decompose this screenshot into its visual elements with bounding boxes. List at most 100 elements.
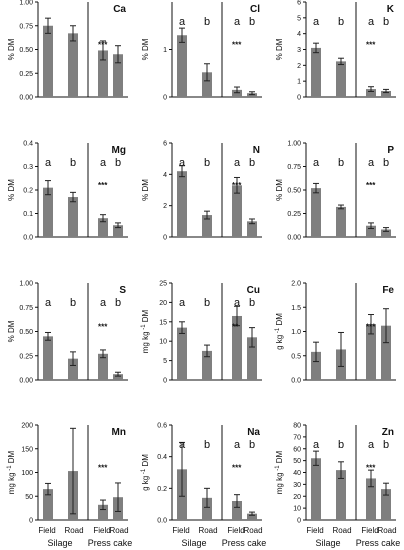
significance-letter: a [368, 157, 375, 169]
panel-title: Fe [382, 285, 394, 296]
significance-letter: a [313, 16, 320, 28]
y-tick-label: 2 [297, 63, 301, 70]
y-tick-label: 4 [163, 172, 167, 179]
significance-letter: b [338, 16, 344, 28]
significance-letter: b [204, 16, 210, 28]
x-group-label: Press cake [356, 538, 401, 548]
y-axis-label: % DM [7, 38, 16, 60]
panel-title: Zn [382, 427, 394, 438]
y-tick-label: 80 [293, 423, 301, 430]
y-axis-label: % DM [7, 320, 16, 342]
x-group-label: Silage [181, 538, 206, 548]
bar [247, 221, 257, 237]
significance-letter: b [383, 439, 389, 451]
bar [98, 218, 108, 237]
bar [202, 215, 212, 237]
x-category-label: Field [306, 526, 323, 535]
bar [366, 478, 376, 520]
bar [247, 337, 257, 380]
y-tick-label: 0 [163, 95, 167, 102]
bar [202, 350, 212, 380]
y-tick-label: 6 [297, 0, 301, 7]
y-tick-label: 0 [163, 235, 167, 242]
bar [43, 336, 53, 380]
bar [68, 197, 78, 237]
y-tick-label: 15 [159, 319, 167, 326]
y-axis-label: g kg -1 DM [141, 454, 150, 491]
significance-stars: *** [232, 181, 242, 190]
y-axis-label: mg kg -1 DM [7, 450, 16, 494]
panel-title: Mn [112, 427, 126, 438]
y-tick-label: 0.5 [291, 353, 301, 360]
y-axis-label: % DM [275, 38, 284, 60]
y-tick-label: 200 [21, 423, 33, 430]
panel-title: Cu [247, 285, 260, 296]
x-group-label: Press cake [88, 538, 133, 548]
y-tick-label: 0 [29, 518, 33, 525]
x-category-label: Field [38, 526, 55, 535]
significance-letter: a [179, 297, 186, 309]
significance-letter: a [368, 16, 375, 28]
y-tick-label: 0 [297, 518, 301, 525]
y-tick-label: 0.0 [23, 235, 33, 242]
y-tick-label: 30 [293, 482, 301, 489]
bar [43, 25, 53, 97]
y-tick-label: 0.2 [23, 188, 33, 195]
significance-letter: b [249, 297, 255, 309]
y-tick-label: 0.0 [291, 378, 301, 385]
significance-letter: a [179, 439, 186, 451]
x-group-label: Press cake [222, 538, 267, 548]
bar [177, 35, 187, 97]
x-category-label: Field [172, 526, 189, 535]
significance-stars: *** [232, 41, 242, 50]
bar [98, 353, 108, 380]
panel-title: Cl [250, 4, 260, 15]
significance-letter: a [368, 439, 375, 451]
significance-stars: *** [366, 181, 376, 190]
panel-title: Na [247, 427, 260, 438]
y-tick-label: 0 [163, 378, 167, 385]
bar [68, 33, 78, 97]
y-tick-label: 70 [293, 434, 301, 441]
y-tick-label: 0 [297, 95, 301, 102]
panel-title: P [387, 145, 394, 156]
bar [68, 358, 78, 380]
x-group-label: Silage [315, 538, 340, 548]
y-tick-label: 10 [293, 506, 301, 513]
y-tick-label: 10 [159, 339, 167, 346]
y-tick-label: 100 [21, 470, 33, 477]
y-tick-label: 0.1 [23, 211, 33, 218]
y-tick-label: 0.0 [157, 518, 167, 525]
significance-letter: b [70, 157, 76, 169]
bar [177, 327, 187, 380]
significance-letter: b [70, 297, 76, 309]
y-tick-label: 0.50 [287, 188, 301, 195]
panel-fe: 0.0 0.5 1.0 1.5 2.0 *** Fe g kg -1 DM [275, 281, 396, 385]
bar [311, 458, 321, 520]
significance-letter: b [204, 157, 210, 169]
x-category-label: Road [64, 526, 83, 535]
bar [98, 50, 108, 97]
significance-letter: b [338, 157, 344, 169]
bar [98, 504, 108, 520]
significance-letter: a [45, 297, 52, 309]
y-tick-label: 50 [293, 458, 301, 465]
x-category-label: Road [377, 526, 396, 535]
bar [311, 351, 321, 380]
y-tick-label: 2.0 [291, 281, 301, 288]
y-tick-label: 0.25 [287, 211, 301, 218]
y-tick-label: 5 [297, 15, 301, 22]
y-axis-label: g kg -1 DM [275, 313, 284, 350]
bar [232, 315, 242, 380]
bar [381, 325, 391, 380]
y-tick-label: 0.2 [157, 486, 167, 493]
y-tick-label: 6 [163, 141, 167, 148]
y-tick-label: 0.25 [19, 71, 33, 78]
significance-letter: a [179, 157, 186, 169]
y-tick-label: 1.00 [287, 141, 301, 148]
y-tick-label: 2 [163, 203, 167, 210]
y-tick-label: 1 [297, 79, 301, 86]
